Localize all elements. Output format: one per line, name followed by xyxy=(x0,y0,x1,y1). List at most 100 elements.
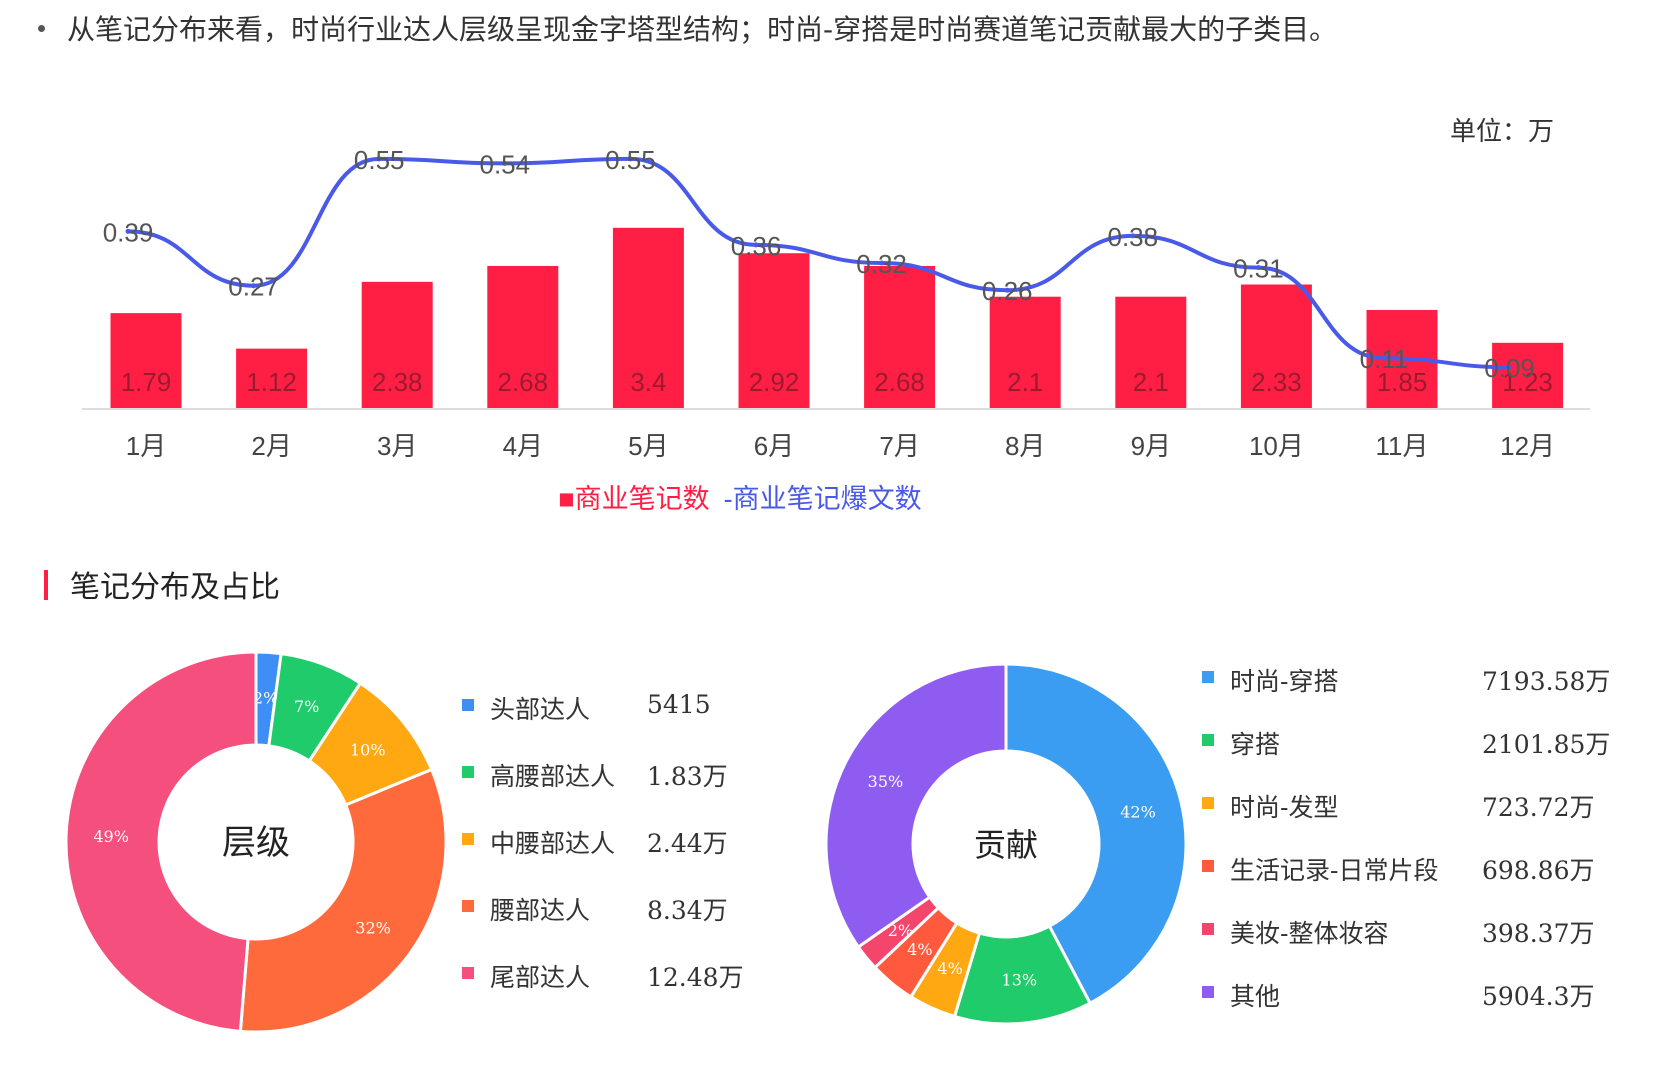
slice-pct-label: 4% xyxy=(937,959,962,978)
donut-slice xyxy=(254,650,283,748)
line-value-label: 0.55 xyxy=(354,145,405,175)
legend-value: 12.48万 xyxy=(647,963,744,992)
bar-value-label: 2.1 xyxy=(1007,367,1043,397)
legend-value: 398.37万 xyxy=(1482,919,1595,948)
slice-pct-label: 10% xyxy=(350,741,386,760)
legend-label: 头部达人 xyxy=(490,695,591,724)
line-value-label: 0.09 xyxy=(1484,353,1535,383)
legend-bar-entry: ■商业笔记数 xyxy=(558,484,709,514)
legend-label: 腰部达人 xyxy=(490,896,591,925)
line-value-label: 0.27 xyxy=(228,272,279,302)
bar-value-label: 2.68 xyxy=(497,367,548,397)
bar-value-label: 1.79 xyxy=(121,367,172,397)
line-value-label: 0.54 xyxy=(479,149,530,179)
x-tick-label: 5月 xyxy=(628,431,668,461)
slice-pct-label: 4% xyxy=(907,940,932,959)
legend-label: 生活记录-日常片段 xyxy=(1230,856,1439,885)
slice-pct-label: 42% xyxy=(1120,802,1156,821)
bar-2月 xyxy=(236,348,308,408)
legend-value: 7193.58万 xyxy=(1482,667,1611,696)
bar-value-label: 1.12 xyxy=(246,367,297,397)
legend-swatch xyxy=(1202,671,1214,683)
line-value-label: 0.55 xyxy=(605,145,656,175)
legend-swatch xyxy=(1202,923,1214,935)
legend-value: 5904.3万 xyxy=(1482,982,1595,1011)
legend-value: 5415 xyxy=(647,690,711,719)
section-title-text: 笔记分布及占比 xyxy=(70,570,280,605)
bar-value-label: 2.33 xyxy=(1251,367,1302,397)
bar-value-label: 1.23 xyxy=(1502,367,1553,397)
line-value-label: 0.38 xyxy=(1107,222,1158,252)
line-point xyxy=(251,283,257,289)
chart-legend: ■商业笔记数 -商业笔记爆文数 xyxy=(558,484,921,514)
slice-pct-label: 7% xyxy=(294,697,319,716)
x-tick-label: 11月 xyxy=(1376,431,1429,461)
legend-value: 723.72万 xyxy=(1482,793,1595,822)
section-title: 笔记分布及占比 xyxy=(44,562,280,606)
bar-10月 xyxy=(1240,284,1312,408)
legend-label: 时尚-穿搭 xyxy=(1230,667,1339,696)
bar-12月 xyxy=(1492,342,1564,408)
x-tick-label: 12月 xyxy=(1500,431,1555,461)
slice-pct-label: 49% xyxy=(93,827,129,846)
legend-label: 其他 xyxy=(1230,982,1281,1011)
bar-7月 xyxy=(864,265,936,408)
line-series-path xyxy=(127,156,1510,370)
line-value-label: 0.36 xyxy=(731,231,782,261)
line-point xyxy=(1130,233,1136,239)
line-value-label: 0.26 xyxy=(982,276,1033,306)
line-value-label: 0.11 xyxy=(1360,344,1409,374)
x-tick-label: 7月 xyxy=(879,431,919,461)
x-tick-label: 10月 xyxy=(1249,431,1304,461)
legend-value: 698.86万 xyxy=(1482,856,1595,885)
x-tick-label: 3月 xyxy=(377,431,417,461)
bar-6月 xyxy=(738,253,810,408)
slice-pct-label: 13% xyxy=(1002,970,1038,989)
legend-value: 8.34万 xyxy=(647,896,728,925)
x-tick-label: 8月 xyxy=(1005,431,1045,461)
bullet-icon xyxy=(38,24,45,32)
bar-value-label: 2.68 xyxy=(874,367,925,397)
line-point xyxy=(1004,287,1010,293)
headline: 从笔记分布来看，时尚行业达人层级呈现金字塔型结构；时尚-穿搭是时尚赛道笔记贡献最… xyxy=(30,8,1337,48)
legend-swatch xyxy=(1202,860,1214,872)
line-point xyxy=(502,160,508,166)
bar-5月 xyxy=(612,227,684,408)
bar-1月 xyxy=(110,313,182,408)
x-tick-label: 9月 xyxy=(1131,431,1171,461)
line-point xyxy=(879,260,885,266)
legend-swatch xyxy=(1202,734,1214,746)
bar-value-label: 3.4 xyxy=(630,367,666,397)
slice-pct-label: 2% xyxy=(253,688,278,707)
donut-slice xyxy=(856,895,941,970)
line-point xyxy=(627,156,633,162)
donut-slice xyxy=(64,650,258,1033)
legend-label: 穿搭 xyxy=(1230,730,1281,759)
legend-label: 中腰部达人 xyxy=(490,829,616,858)
line-point xyxy=(1507,364,1513,370)
legend-value: 2.44万 xyxy=(647,829,728,858)
line-value-label: 0.39 xyxy=(103,217,154,247)
donut-center-label: 贡献 xyxy=(974,826,1038,864)
donut-slice xyxy=(908,920,982,1019)
line-value-label: 0.31 xyxy=(1233,254,1284,284)
donut-slice xyxy=(267,651,363,764)
line-point xyxy=(753,242,759,248)
slice-pct-label: 35% xyxy=(868,772,904,791)
legend-swatch xyxy=(462,699,474,711)
legend-swatch xyxy=(462,967,474,979)
legend-swatch xyxy=(1202,797,1214,809)
section-accent-bar xyxy=(44,570,48,600)
donut-slice xyxy=(824,662,1008,950)
bar-9月 xyxy=(1115,296,1187,408)
line-point xyxy=(1255,265,1261,271)
donut-贡献: 42%13%4%4%2%35%贡献 xyxy=(824,662,1188,1026)
legend-label: 高腰部达人 xyxy=(490,762,616,791)
donut-slice xyxy=(872,905,959,999)
bar-value-label: 2.38 xyxy=(372,367,423,397)
x-tick-label: 2月 xyxy=(251,431,291,461)
legend-label: 美妆-整体妆容 xyxy=(1230,919,1389,948)
unit-label: 单位：万 xyxy=(1450,116,1554,146)
headline-text: 从笔记分布来看，时尚行业达人层级呈现金字塔型结构；时尚-穿搭是时尚赛道笔记贡献最… xyxy=(67,13,1338,46)
bar-3月 xyxy=(361,281,433,408)
